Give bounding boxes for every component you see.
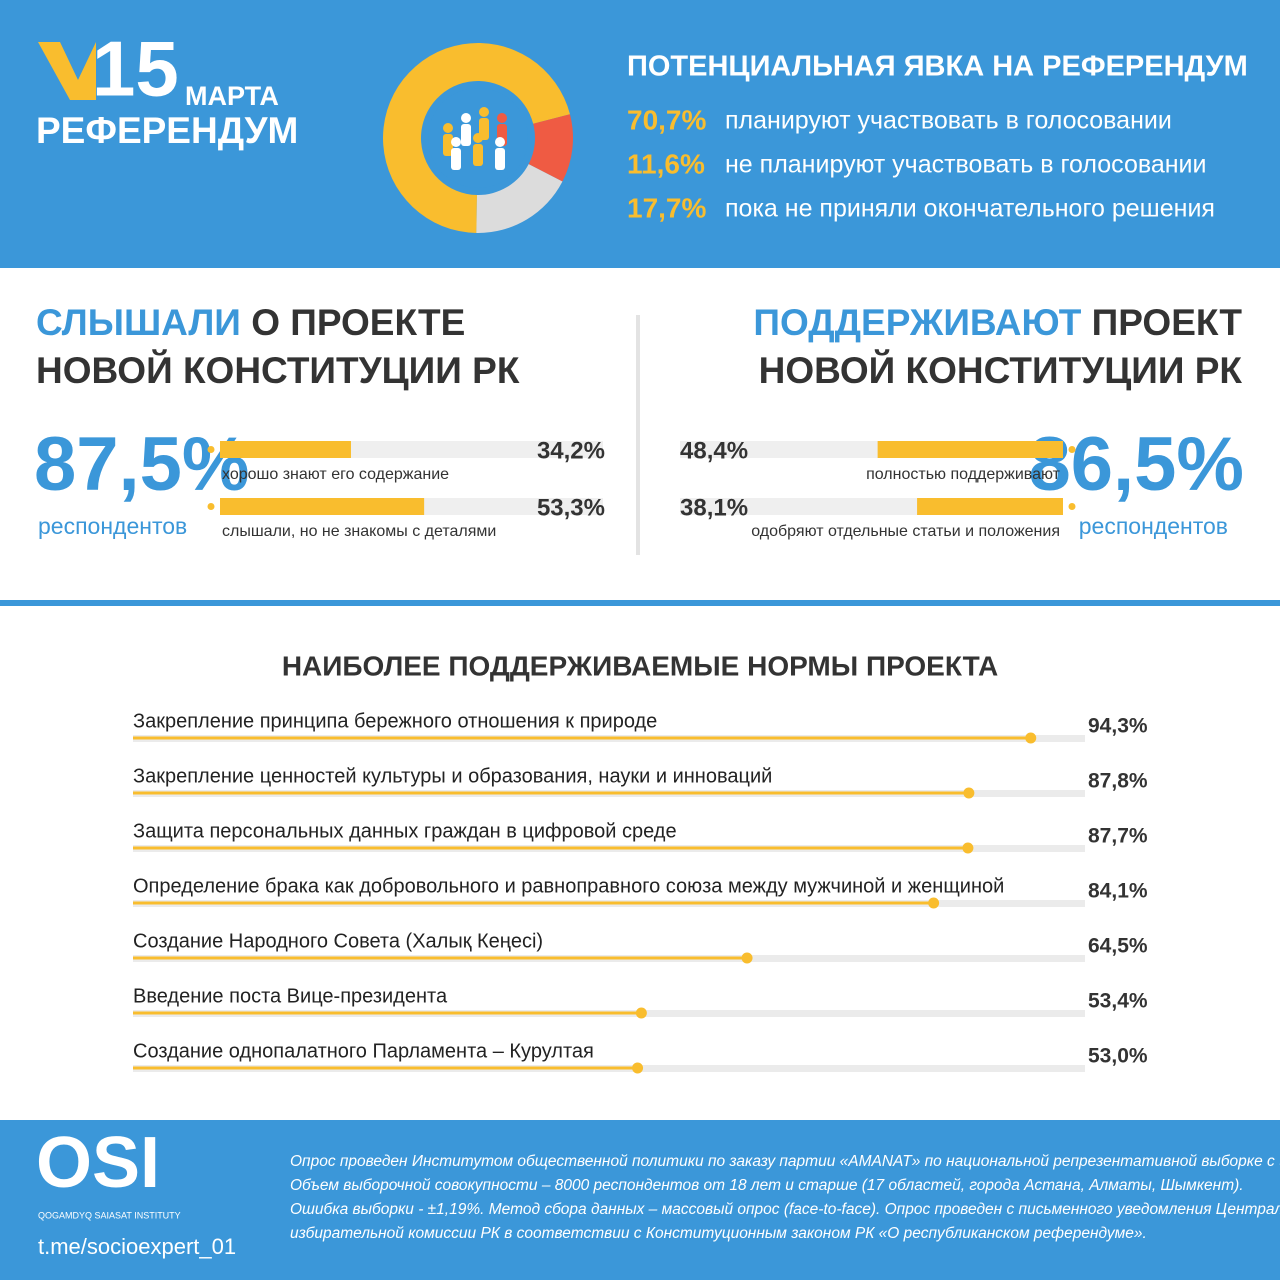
row-value: 64,5% xyxy=(1088,935,1148,958)
bar-dot xyxy=(632,1062,644,1074)
row-label: Создание однопалатного Парламента – Куру… xyxy=(133,1040,594,1062)
bar xyxy=(133,956,748,960)
section-title: СЛЫШАЛИ О ПРОЕКТЕ xyxy=(36,302,465,343)
section-title-line2: НОВОЙ КОНСТИТУЦИИ РК xyxy=(759,349,1243,391)
header-band xyxy=(0,0,1280,268)
legend-label: пока не приняли окончательного решения xyxy=(725,195,1215,223)
footer-institute: QOGAMDYQ SAIASAT INSTITUTY xyxy=(38,1210,181,1220)
footer-note: Опрос проведен Институтом общественной п… xyxy=(290,1153,1280,1170)
bar-dot xyxy=(1068,446,1076,453)
bar xyxy=(220,441,351,458)
legend-label: не планируют участвовать в голосовании xyxy=(725,151,1206,179)
row-label: Закрепление ценностей культуры и образов… xyxy=(133,765,772,787)
icon-person-body xyxy=(473,144,483,166)
row-value: 87,8% xyxy=(1088,770,1148,793)
title-highlight: СЛЫШАЛИ xyxy=(36,302,241,343)
divider xyxy=(636,315,640,555)
icon-person-head xyxy=(461,113,471,123)
title-rest: ПРОЕКТ xyxy=(1092,302,1243,343)
bar-value: 34,2% xyxy=(537,437,605,464)
row-label: Создание Народного Совета (Халық Кеңесі) xyxy=(133,930,543,952)
row-label: Определение брака как добровольного и ра… xyxy=(133,875,1004,897)
icon-person-head xyxy=(495,137,505,147)
icon-person-head xyxy=(479,107,489,117)
row-label: Закрепление принципа бережного отношения… xyxy=(133,710,657,732)
row-value: 84,1% xyxy=(1088,880,1148,903)
bar-dot xyxy=(928,897,940,909)
bar xyxy=(133,1066,638,1070)
section-title-line2: НОВОЙ КОНСТИТУЦИИ РК xyxy=(36,349,520,391)
pie-title: ПОТЕНЦИАЛЬНАЯ ЯВКА НА РЕФЕРЕНДУМ xyxy=(627,51,1248,83)
separator xyxy=(0,600,1280,606)
icon-person-head xyxy=(443,123,453,133)
bar-dot xyxy=(962,842,974,854)
legend-value: 70,7% xyxy=(627,104,706,135)
header-month: МАРТА xyxy=(185,81,279,111)
icon-person-head xyxy=(451,137,461,147)
icon-person-body xyxy=(443,134,453,156)
row-label: Защита персональных данных граждан в циф… xyxy=(133,820,677,842)
bar-label: одобряют отдельные статьи и положения xyxy=(751,523,1060,540)
bar-value: 38,1% xyxy=(680,494,748,521)
icon-person-body xyxy=(451,148,461,170)
bar xyxy=(133,846,968,850)
bar-label: слышали, но не знакомы с деталями xyxy=(222,523,496,540)
footer-band xyxy=(0,1120,1280,1280)
bar-dot xyxy=(207,446,215,453)
title-space xyxy=(1081,302,1091,343)
pie-slice xyxy=(476,164,563,234)
pie-slice xyxy=(528,114,573,182)
legend-value: 17,7% xyxy=(627,192,706,223)
section-title: ПОДДЕРЖИВАЮТ ПРОЕКТ xyxy=(753,302,1242,343)
bar xyxy=(877,441,1063,458)
title-highlight: ПОДДЕРЖИВАЮТ xyxy=(753,302,1081,343)
footer: OSI QOGAMDYQ SAIASAT INSTITUTY t.me/soci… xyxy=(36,1123,1280,1259)
row-value: 94,3% xyxy=(1088,715,1148,738)
bar xyxy=(133,1011,642,1015)
legend-label: планируют участвовать в голосовании xyxy=(725,107,1172,135)
bar xyxy=(220,498,425,515)
icon-person-head xyxy=(497,113,507,123)
pie-slice xyxy=(382,43,570,233)
bar-dot xyxy=(1068,503,1076,510)
total-value: 87,5% xyxy=(34,422,250,507)
total-caption: респондентов xyxy=(38,513,187,539)
row-value: 53,0% xyxy=(1088,1045,1148,1068)
header-event: РЕФЕРЕНДУМ xyxy=(36,110,298,151)
footer-link[interactable]: t.me/socioexpert_01 xyxy=(38,1234,236,1259)
chart-title: НАИБОЛЕЕ ПОДДЕРЖИВАЕМЫЕ НОРМЫ ПРОЕКТА xyxy=(282,650,998,681)
title-rest: О ПРОЕКТЕ xyxy=(251,302,465,343)
icon-person-body xyxy=(495,148,505,170)
bar-label: полностью поддерживают xyxy=(866,466,1061,483)
icon-person-body xyxy=(461,124,471,146)
total-caption: респондентов xyxy=(1079,513,1228,539)
bar-dot xyxy=(207,503,215,510)
bar-value: 53,3% xyxy=(537,494,605,521)
footer-note: Объем выборочной совокупности – 8000 рес… xyxy=(290,1177,1244,1194)
bar xyxy=(133,901,934,905)
logo-mark xyxy=(38,42,96,100)
title-space xyxy=(241,302,251,343)
bar-dot xyxy=(635,1007,647,1019)
header-day: 15 xyxy=(92,25,179,113)
bar-dot xyxy=(963,787,975,799)
bar xyxy=(133,736,1031,740)
bar xyxy=(133,791,969,795)
footer-logo: OSI xyxy=(36,1123,160,1203)
footer-note: избирательной комиссии РК в соответствии… xyxy=(290,1225,1147,1242)
total-value: 86,5% xyxy=(1029,422,1245,507)
bar-value: 48,4% xyxy=(680,437,748,464)
row-value: 53,4% xyxy=(1088,990,1148,1013)
bar-label: хорошо знают его содержание xyxy=(222,466,449,483)
bar-dot xyxy=(741,952,753,964)
row-label: Введение поста Вице-президента xyxy=(133,985,448,1007)
bar xyxy=(917,498,1063,515)
icon-person-head xyxy=(473,133,483,143)
bar-dot xyxy=(1025,732,1037,744)
footer-note: Ошибка выборки - ±1,19%. Метод сбора дан… xyxy=(290,1201,1280,1218)
row-value: 87,7% xyxy=(1088,825,1148,848)
legend-value: 11,6% xyxy=(627,148,705,179)
